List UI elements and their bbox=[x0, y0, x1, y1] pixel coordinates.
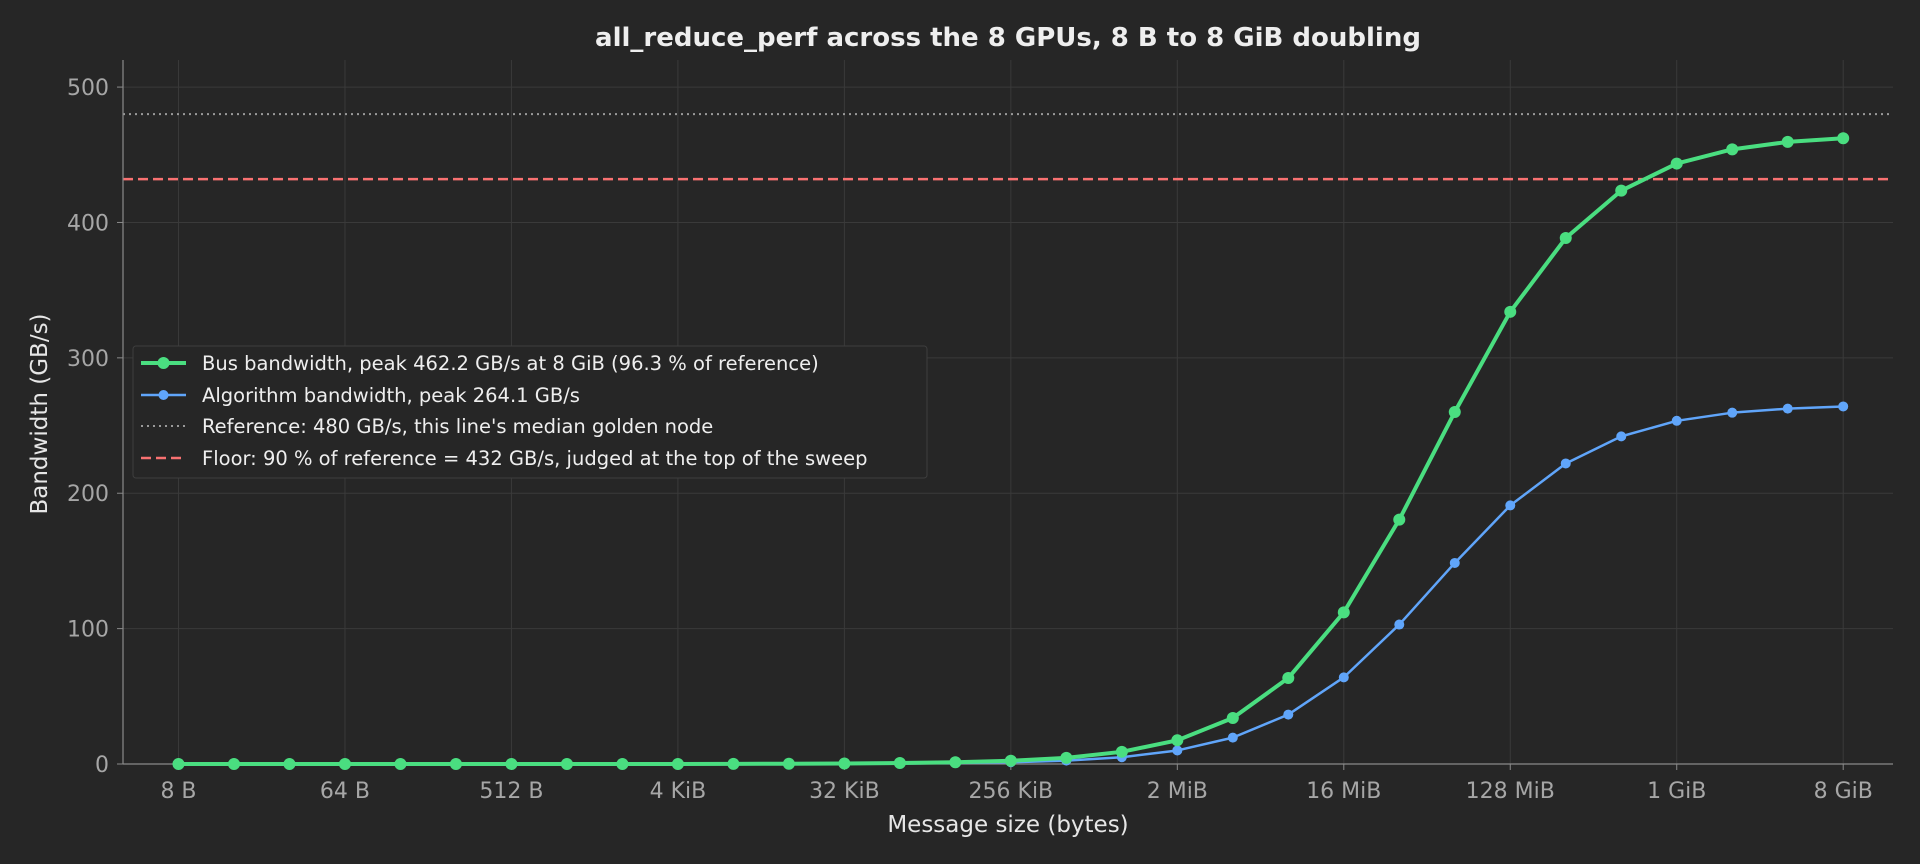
reference-lines bbox=[123, 113, 1893, 181]
legend: Bus bandwidth, peak 462.2 GB/s at 8 GiB … bbox=[132, 345, 928, 479]
series-layer bbox=[172, 132, 1850, 770]
x-axis-label: Message size (bytes) bbox=[887, 812, 1128, 838]
data-point-bus-bandwidth bbox=[1004, 754, 1017, 767]
data-point-algorithm-bandwidth bbox=[1283, 709, 1294, 720]
legend-label-floor: Floor: 90 % of reference = 432 GB/s, jud… bbox=[202, 447, 867, 470]
data-point-bus-bandwidth bbox=[616, 758, 629, 770]
x-tick-label: 512 B bbox=[479, 779, 543, 804]
y-tick-label: 500 bbox=[67, 76, 109, 101]
x-tick-label: 8 B bbox=[160, 779, 196, 804]
y-tick-label: 100 bbox=[67, 618, 109, 643]
y-tick-label: 300 bbox=[67, 347, 109, 372]
x-tick-label: 128 MiB bbox=[1466, 779, 1555, 804]
data-point-bus-bandwidth bbox=[1337, 606, 1350, 619]
legend-label-bus-bandwidth: Bus bandwidth, peak 462.2 GB/s at 8 GiB … bbox=[202, 352, 819, 375]
x-tick-label: 8 GiB bbox=[1814, 779, 1873, 804]
y-tick-label: 200 bbox=[67, 482, 109, 507]
data-point-bus-bandwidth bbox=[1448, 406, 1461, 418]
x-tick-label: 32 KiB bbox=[809, 779, 880, 804]
data-point-algorithm-bandwidth bbox=[1616, 431, 1627, 442]
grid bbox=[123, 60, 1893, 765]
x-tick-label: 4 KiB bbox=[650, 779, 707, 804]
data-point-bus-bandwidth bbox=[1282, 672, 1295, 685]
legend-marker-algorithm-bandwidth bbox=[158, 390, 169, 400]
legend-marker-bus-bandwidth bbox=[157, 357, 170, 369]
data-point-bus-bandwidth bbox=[1559, 232, 1572, 245]
legend-entry-algorithm-bandwidth: Algorithm bandwidth, peak 264.1 GB/s bbox=[141, 384, 580, 407]
x-tick-label: 256 KiB bbox=[969, 779, 1054, 804]
data-point-algorithm-bandwidth bbox=[1394, 619, 1405, 630]
legend-label-algorithm-bandwidth: Algorithm bandwidth, peak 264.1 GB/s bbox=[202, 384, 580, 407]
data-point-bus-bandwidth bbox=[1837, 132, 1850, 145]
data-point-bus-bandwidth bbox=[671, 758, 684, 770]
y-tick-label: 400 bbox=[67, 211, 109, 236]
legend-box bbox=[132, 345, 928, 479]
data-point-bus-bandwidth bbox=[449, 758, 462, 770]
data-point-bus-bandwidth bbox=[838, 757, 851, 770]
axes: 8 B 64 B 512 B 4 KiB 32 KiB 256 KiB 2 MiB 16 Mi… bbox=[67, 60, 1893, 804]
legend-entry-floor: Floor: 90 % of reference = 432 GB/s, jud… bbox=[141, 447, 867, 470]
data-point-bus-bandwidth bbox=[782, 757, 795, 770]
data-point-bus-bandwidth bbox=[1504, 305, 1517, 318]
data-point-bus-bandwidth bbox=[283, 758, 296, 770]
data-point-algorithm-bandwidth bbox=[1505, 500, 1516, 511]
x-tick-label: 16 MiB bbox=[1306, 779, 1381, 804]
data-point-bus-bandwidth bbox=[1060, 751, 1073, 764]
x-tick-label: 64 B bbox=[320, 779, 370, 804]
data-point-algorithm-bandwidth bbox=[1838, 401, 1849, 412]
data-point-bus-bandwidth bbox=[227, 758, 240, 770]
data-point-algorithm-bandwidth bbox=[1227, 732, 1238, 743]
legend-label-reference: Reference: 480 GB/s, this line's median … bbox=[202, 415, 713, 438]
data-point-algorithm-bandwidth bbox=[1172, 745, 1183, 756]
data-point-algorithm-bandwidth bbox=[1338, 672, 1349, 683]
data-point-algorithm-bandwidth bbox=[1560, 458, 1571, 469]
x-tick-label: 1 GiB bbox=[1647, 779, 1706, 804]
data-point-bus-bandwidth bbox=[893, 757, 906, 770]
data-point-bus-bandwidth bbox=[394, 758, 407, 770]
chart-title: all_reduce_perf across the 8 GPUs, 8 B t… bbox=[595, 23, 1421, 53]
x-tick-label: 2 MiB bbox=[1147, 779, 1208, 804]
data-point-algorithm-bandwidth bbox=[1671, 415, 1682, 426]
data-point-bus-bandwidth bbox=[172, 758, 185, 770]
data-point-bus-bandwidth bbox=[338, 758, 351, 770]
data-point-bus-bandwidth bbox=[727, 757, 740, 770]
y-axis-label: Bandwidth (GB/s) bbox=[27, 313, 53, 514]
data-point-bus-bandwidth bbox=[1726, 143, 1739, 156]
data-point-bus-bandwidth bbox=[560, 758, 573, 770]
data-point-algorithm-bandwidth bbox=[1727, 407, 1738, 418]
data-point-bus-bandwidth bbox=[505, 758, 518, 770]
data-point-bus-bandwidth bbox=[1171, 734, 1184, 747]
data-point-bus-bandwidth bbox=[1115, 745, 1128, 758]
y-tick-label: 0 bbox=[95, 753, 109, 778]
data-point-bus-bandwidth bbox=[949, 756, 962, 769]
data-point-algorithm-bandwidth bbox=[1449, 557, 1460, 568]
legend-entry-reference: Reference: 480 GB/s, this line's median … bbox=[141, 415, 713, 438]
data-point-bus-bandwidth bbox=[1670, 157, 1683, 170]
data-point-bus-bandwidth bbox=[1781, 135, 1794, 148]
data-point-bus-bandwidth bbox=[1615, 184, 1628, 197]
data-point-bus-bandwidth bbox=[1226, 711, 1239, 724]
legend-entry-bus-bandwidth: Bus bandwidth, peak 462.2 GB/s at 8 GiB … bbox=[141, 352, 819, 375]
data-point-algorithm-bandwidth bbox=[1782, 403, 1793, 414]
data-point-bus-bandwidth bbox=[1393, 513, 1406, 526]
